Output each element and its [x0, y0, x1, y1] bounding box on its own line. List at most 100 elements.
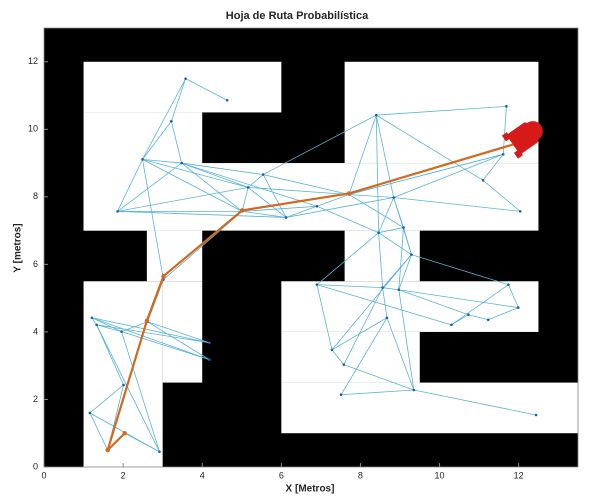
roadmap-edge — [376, 105, 507, 116]
roadmap-edge — [170, 78, 186, 122]
roadmap-edge — [91, 317, 210, 360]
roadmap-node — [467, 313, 470, 317]
roadmap-edge — [248, 186, 350, 195]
roadmap-edge — [331, 254, 412, 351]
roadmap-edge — [117, 186, 249, 212]
roadmap-edge — [413, 389, 537, 416]
roadmap-node — [116, 210, 119, 213]
roadmap-node — [184, 77, 187, 80]
y-tick-label: 8 — [33, 191, 38, 201]
x-tick-label: 10 — [435, 470, 445, 480]
roadmap-edge — [348, 114, 377, 195]
x-axis-label: X [Metros] — [286, 484, 335, 495]
roadmap-node — [402, 226, 405, 229]
roadmap-edge — [343, 364, 414, 391]
roadmap-node — [534, 413, 538, 417]
x-tick-label: 4 — [200, 470, 205, 480]
roadmap-node — [120, 330, 123, 333]
free-region — [344, 230, 420, 282]
roadmap-edge — [378, 232, 383, 288]
roadmap-node — [516, 306, 520, 309]
robot — [501, 121, 543, 159]
roadmap-edge — [316, 284, 383, 289]
roadmap-node — [410, 253, 413, 256]
path-vertex — [161, 274, 166, 279]
roadmap-edge — [375, 115, 380, 233]
x-tick-label: 6 — [279, 470, 284, 480]
free-region — [146, 230, 203, 282]
roadmap-edge — [378, 227, 404, 234]
roadmap-edge — [242, 210, 287, 218]
roadmap-edge — [343, 287, 383, 365]
roadmap-node — [246, 186, 250, 189]
roadmap-node — [315, 283, 319, 286]
roadmap-node — [141, 158, 144, 161]
roadmap-edge — [263, 174, 350, 195]
roadmap-node — [481, 178, 485, 182]
roadmap-edge — [398, 254, 412, 290]
y-tick-label: 10 — [28, 124, 38, 134]
roadmap-edge — [341, 389, 414, 396]
roadmap-edge — [242, 205, 317, 212]
roadmap-node — [374, 113, 378, 117]
roadmap-node — [507, 283, 510, 286]
path-vertex — [346, 191, 352, 196]
free-region — [281, 281, 539, 332]
roadmap-edge — [468, 314, 489, 321]
y-tick-label: 4 — [33, 326, 38, 336]
roadmap-edge — [142, 159, 164, 280]
roadmap-edge — [117, 162, 182, 212]
roadmap-edge — [331, 349, 345, 365]
roadmap-edge — [316, 205, 379, 234]
roadmap-node — [518, 210, 522, 213]
roadmap-edge — [181, 162, 249, 188]
roadmap-edge — [393, 153, 504, 198]
roadmap-edge — [247, 174, 264, 188]
roadmap-edge — [286, 197, 394, 218]
roadmap-node — [486, 318, 490, 322]
roadmap-node — [158, 450, 161, 454]
roadmap-edge — [451, 284, 509, 326]
path-vertex — [122, 431, 127, 436]
roadmap-edge — [348, 194, 394, 198]
free-region — [83, 163, 539, 231]
roadmap-node — [315, 205, 319, 208]
path-vertex — [144, 318, 150, 323]
roadmap-edge — [482, 179, 521, 212]
roadmap-edge — [142, 158, 249, 188]
roadmap-edge — [348, 194, 404, 228]
roadmap-edge — [121, 331, 160, 452]
roadmap-edge — [96, 324, 160, 452]
roadmap-edge — [393, 197, 521, 212]
roadmap-edge — [147, 279, 164, 322]
roadmap-node — [170, 119, 173, 123]
roadmap-edge — [316, 232, 379, 285]
roadmap-edge — [181, 162, 318, 207]
roadmap-edge — [316, 284, 333, 350]
roadmap-node — [261, 173, 265, 176]
roadmap-edge — [508, 284, 519, 308]
roadmap-node — [225, 98, 229, 102]
y-axis-label: Y [metros] — [13, 223, 24, 272]
roadmap-node — [330, 348, 334, 352]
roadmap-node — [122, 383, 125, 387]
roadmap-node — [377, 231, 380, 234]
roadmap-edge — [241, 187, 249, 212]
roadmap-edge — [147, 321, 210, 360]
roadmap-edge — [398, 289, 415, 391]
roadmap-edge — [285, 205, 318, 218]
roadmap-edge — [96, 324, 210, 344]
roadmap-edge — [181, 162, 264, 175]
roadmap-edge — [89, 412, 109, 451]
roadmap-edge — [117, 159, 143, 212]
roadmap-node — [450, 323, 453, 327]
roadmap-edge — [378, 232, 412, 255]
axes-frame — [43, 27, 579, 468]
roadmap-edge — [316, 284, 452, 326]
roadmap-edge — [411, 254, 509, 286]
roadmap-node — [208, 358, 211, 361]
roadmap-edge — [331, 317, 388, 351]
free-region — [162, 281, 203, 383]
roadmap-edge — [386, 317, 415, 391]
roadmap-edge — [382, 287, 388, 318]
